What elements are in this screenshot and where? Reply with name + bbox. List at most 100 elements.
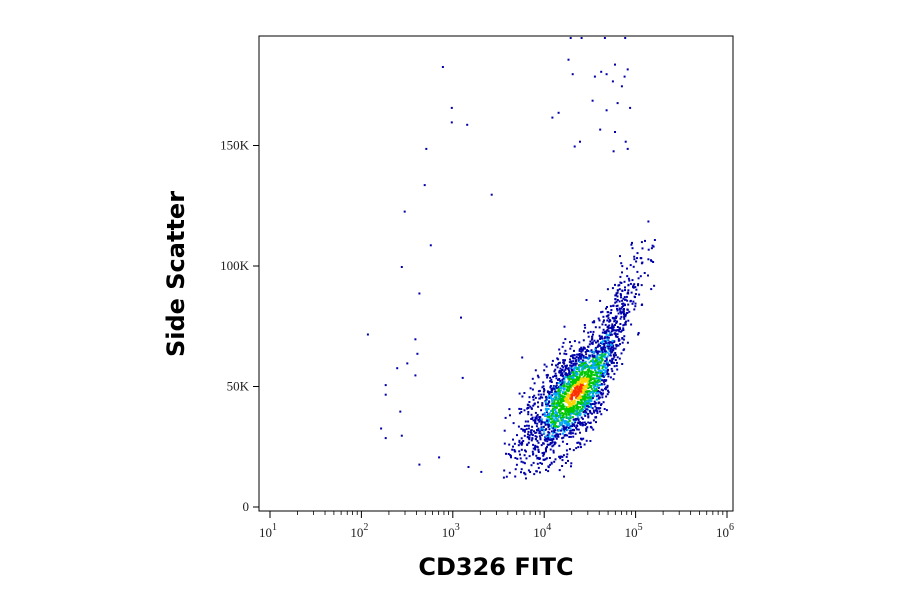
data-point — [591, 337, 594, 340]
data-point — [585, 299, 588, 301]
data-point — [575, 390, 578, 393]
data-point — [562, 399, 565, 402]
data-point — [512, 445, 514, 448]
data-point — [513, 442, 516, 445]
outlier-point — [450, 106, 453, 109]
data-point — [584, 396, 587, 398]
data-point — [592, 350, 595, 353]
data-point — [562, 419, 565, 422]
outlier-point — [384, 437, 387, 440]
data-point — [535, 415, 538, 418]
data-point — [503, 429, 506, 432]
data-point — [601, 355, 604, 357]
data-point — [571, 421, 574, 424]
outlier-point — [418, 292, 421, 295]
data-point — [546, 374, 549, 377]
data-point — [623, 314, 626, 317]
data-point — [621, 329, 624, 332]
data-point — [553, 375, 556, 377]
data-point — [551, 441, 554, 444]
data-point — [593, 321, 596, 324]
data-point — [634, 286, 637, 289]
data-point — [572, 360, 575, 363]
data-point — [607, 336, 610, 339]
data-point — [590, 398, 593, 401]
data-point — [530, 464, 533, 467]
data-point — [555, 412, 558, 414]
data-point — [640, 257, 643, 260]
data-point — [530, 433, 533, 436]
data-point — [588, 361, 591, 364]
data-point — [579, 431, 581, 434]
data-point — [545, 405, 548, 408]
data-point — [592, 382, 595, 385]
data-point — [592, 366, 595, 369]
data-point — [537, 427, 540, 430]
outlier-point — [603, 37, 606, 39]
data-point — [607, 391, 610, 394]
data-point — [607, 317, 610, 320]
data-point — [647, 220, 650, 223]
data-point — [557, 429, 560, 432]
data-point — [562, 403, 565, 406]
data-point — [560, 405, 563, 408]
data-point — [548, 457, 551, 459]
data-point — [612, 304, 615, 307]
data-point — [647, 248, 650, 251]
data-point — [585, 408, 588, 411]
data-point — [617, 338, 620, 340]
data-point — [609, 332, 611, 335]
data-point — [584, 367, 587, 370]
data-point — [550, 398, 553, 401]
data-point — [538, 416, 541, 418]
data-point — [607, 389, 609, 392]
data-point — [652, 245, 655, 248]
data-point — [597, 386, 600, 389]
data-point — [541, 452, 544, 455]
data-point — [629, 282, 632, 285]
data-point — [584, 424, 587, 426]
data-point — [559, 457, 562, 460]
data-point — [576, 368, 579, 371]
data-point — [561, 459, 564, 462]
data-point — [561, 465, 564, 467]
data-point — [625, 320, 627, 323]
data-point — [546, 376, 549, 379]
data-point — [565, 374, 568, 377]
data-point — [608, 364, 611, 366]
data-point — [548, 418, 550, 421]
data-point — [607, 330, 610, 333]
data-point — [605, 331, 608, 334]
data-point — [518, 439, 521, 442]
data-point — [622, 309, 625, 311]
data-point — [561, 416, 564, 419]
data-point — [560, 429, 562, 432]
data-point — [573, 418, 576, 421]
outlier-point — [612, 150, 615, 153]
outlier-point — [425, 147, 428, 150]
data-point — [590, 375, 593, 378]
data-point — [560, 381, 563, 383]
outlier-point — [429, 244, 432, 247]
data-point — [564, 391, 567, 394]
data-point — [548, 404, 551, 407]
data-point — [540, 434, 543, 437]
data-point — [579, 395, 582, 398]
data-point — [544, 423, 547, 426]
data-point — [577, 416, 580, 419]
data-point — [553, 405, 556, 408]
data-point — [583, 413, 586, 416]
data-point — [552, 420, 555, 422]
data-point — [612, 353, 615, 356]
data-point — [561, 418, 564, 421]
data-point — [618, 339, 621, 342]
data-point — [619, 255, 621, 258]
data-point — [552, 421, 555, 424]
data-point — [563, 387, 566, 390]
data-point — [514, 457, 517, 459]
data-point — [598, 319, 601, 322]
data-point — [619, 310, 622, 313]
data-point — [575, 410, 578, 413]
data-point — [523, 454, 526, 457]
data-point — [605, 315, 608, 318]
